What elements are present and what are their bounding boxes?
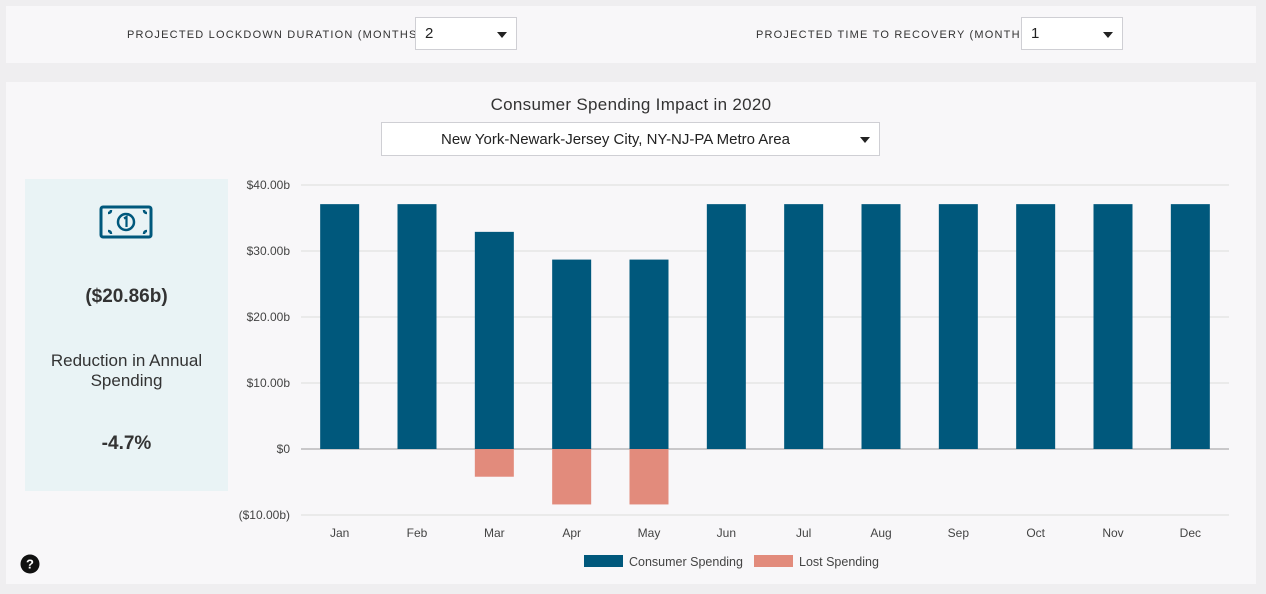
y-tick-label: $40.00b — [247, 178, 291, 192]
x-tick-label: Jul — [796, 526, 811, 540]
consumer-spending-bar — [320, 204, 360, 449]
legend-label: Consumer Spending — [629, 555, 743, 569]
x-tick-label: Apr — [562, 526, 581, 540]
lockdown-duration-value: 2 — [425, 25, 434, 42]
y-tick-label: $10.00b — [247, 376, 291, 390]
recovery-time-label: PROJECTED TIME TO RECOVERY (MONTHS) — [756, 29, 1035, 41]
consumer-spending-bar — [1016, 204, 1056, 449]
recovery-time-value: 1 — [1031, 25, 1040, 42]
x-tick-label: Jun — [717, 526, 736, 540]
lockdown-duration-select[interactable]: 2 — [415, 17, 517, 50]
lost-spending-bar — [474, 449, 514, 477]
reduction-amount: ($20.86b) — [85, 286, 168, 307]
help-icon[interactable]: ? — [20, 554, 40, 574]
x-tick-label: May — [638, 526, 661, 540]
chart-title: Consumer Spending Impact in 2020 — [490, 95, 772, 114]
recovery-time-select[interactable]: 1 — [1021, 17, 1123, 50]
chevron-down-icon — [497, 32, 507, 38]
legend-swatch — [754, 555, 793, 567]
x-tick-label: Feb — [407, 526, 428, 540]
metro-area-select[interactable]: New York-Newark-Jersey City, NY-NJ-PA Me… — [381, 122, 880, 156]
lost-spending-bar — [552, 449, 592, 505]
consumer-spending-bar — [552, 259, 592, 449]
x-tick-label: Sep — [948, 526, 970, 540]
money-bill-icon — [99, 205, 153, 239]
consumer-spending-bar — [474, 231, 514, 449]
consumer-spending-bar — [784, 204, 824, 449]
reduction-label: Reduction in Annual Spending — [50, 351, 203, 390]
chart-card: Consumer Spending Impact in 2020 New Yor… — [6, 82, 1256, 584]
consumer-spending-bar — [1170, 204, 1210, 449]
spending-bar-chart: $40.00b $30.00b $20.00b $10.00b $0 ($10.00b) J… — [239, 178, 1229, 569]
consumer-spending-bar — [1093, 204, 1133, 449]
y-tick-label: $0 — [277, 442, 291, 456]
x-tick-label: Jan — [330, 526, 349, 540]
lost-spending-bar — [629, 449, 669, 505]
legend-label: Lost Spending — [799, 555, 879, 569]
svg-text:?: ? — [26, 557, 34, 572]
consumer-spending-bar — [861, 204, 901, 449]
metro-area-value: New York-Newark-Jersey City, NY-NJ-PA Me… — [441, 131, 790, 148]
consumer-spending-bar — [938, 204, 978, 449]
y-tick-label: ($10.00b) — [239, 508, 290, 522]
summary-panel: ($20.86b) Reduction in Annual Spending -… — [25, 179, 228, 491]
y-tick-label: $30.00b — [247, 244, 291, 258]
x-tick-label: Nov — [1102, 526, 1123, 540]
legend-swatch — [584, 555, 623, 567]
consumer-spending-bar — [706, 204, 746, 449]
consumer-spending-bar — [629, 259, 669, 449]
chevron-down-icon — [1103, 32, 1113, 38]
controls-bar: PROJECTED LOCKDOWN DURATION (MONTHS) 2 P… — [6, 6, 1256, 63]
reduction-percent: -4.7% — [101, 433, 152, 454]
x-tick-label: Mar — [484, 526, 505, 540]
y-tick-label: $20.00b — [247, 310, 291, 324]
chevron-down-icon — [860, 137, 870, 143]
x-tick-label: Dec — [1180, 526, 1201, 540]
x-tick-label: Oct — [1026, 526, 1045, 540]
x-tick-label: Aug — [870, 526, 891, 540]
consumer-spending-bar — [397, 204, 437, 449]
lockdown-duration-label: PROJECTED LOCKDOWN DURATION (MONTHS) — [127, 29, 423, 41]
